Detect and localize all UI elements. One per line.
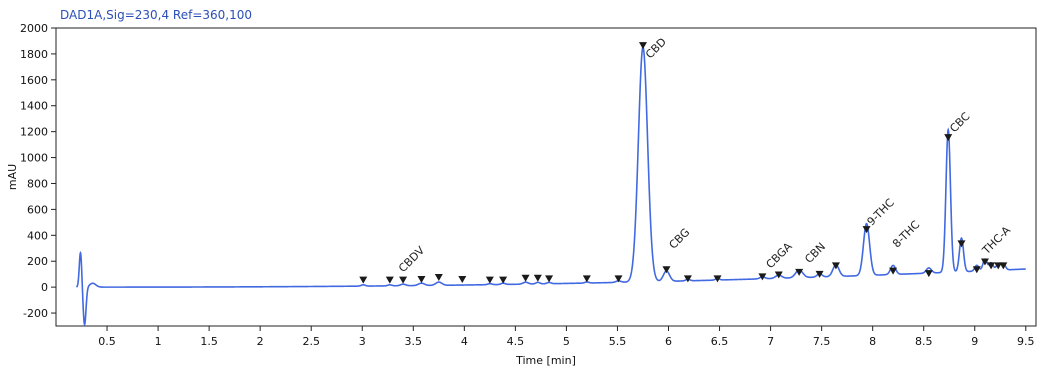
peak-marker — [638, 42, 647, 50]
x-tick-label: 9 — [971, 335, 978, 348]
x-axis-label: Time [min] — [515, 354, 576, 367]
peak-marker — [957, 240, 966, 248]
peak-marker — [385, 276, 394, 284]
y-tick-label: 800 — [27, 177, 48, 190]
peak-marker — [614, 275, 623, 283]
peak-marker — [972, 266, 981, 274]
peak-marker — [713, 275, 722, 283]
x-tick-label: 8.5 — [915, 335, 933, 348]
peak-marker — [862, 226, 871, 234]
peak-marker — [683, 275, 692, 283]
x-tick-label: 6 — [665, 335, 672, 348]
x-tick-label: 1 — [155, 335, 162, 348]
y-tick-label: 600 — [27, 203, 48, 216]
peak-marker — [417, 276, 426, 284]
peak-label: CBC — [947, 110, 972, 135]
y-tick-label: 1600 — [20, 74, 48, 87]
x-tick-label: 1.5 — [200, 335, 218, 348]
peak-label: CBD — [643, 35, 669, 61]
x-tick-label: 9.5 — [1017, 335, 1035, 348]
peak-marker — [980, 258, 989, 266]
x-tick-label: 3 — [359, 335, 366, 348]
y-tick-label: 1400 — [20, 100, 48, 113]
peak-label: CBDV — [396, 244, 427, 275]
y-tick-label: 200 — [27, 255, 48, 268]
x-tick-label: 7 — [767, 335, 774, 348]
x-tick-label: 7.5 — [813, 335, 831, 348]
peak-marker — [359, 276, 368, 284]
y-tick-label: 400 — [27, 229, 48, 242]
peak-marker — [662, 266, 671, 274]
peak-label: 8-THC — [890, 218, 922, 250]
peak-label: CBG — [667, 226, 693, 252]
y-tick-label: 2000 — [20, 22, 48, 35]
peak-marker — [994, 262, 1003, 270]
peak-marker — [924, 270, 933, 278]
y-tick-label: 1800 — [20, 48, 48, 61]
signal-trace — [76, 46, 1026, 327]
peak-marker — [499, 276, 508, 284]
x-tick-label: 3.5 — [405, 335, 423, 348]
x-tick-label: 4.5 — [507, 335, 525, 348]
peak-marker — [831, 262, 840, 270]
y-tick-label: 0 — [41, 281, 48, 294]
peak-marker — [815, 270, 824, 278]
peak-label: 9-THC — [865, 196, 897, 228]
x-tick-label: 2 — [257, 335, 264, 348]
peak-marker — [434, 274, 443, 282]
peak-label: CBGA — [764, 240, 796, 272]
peak-label: CBN — [802, 240, 828, 266]
signal-title: DAD1A,Sig=230,4 Ref=360,100 — [60, 8, 253, 22]
peak-marker — [485, 276, 494, 284]
x-tick-label: 5 — [563, 335, 570, 348]
x-tick-label: 8 — [869, 335, 876, 348]
y-tick-label: -200 — [23, 307, 48, 320]
x-tick-label: 0.5 — [98, 335, 116, 348]
peak-marker — [458, 276, 467, 284]
x-tick-label: 2.5 — [302, 335, 320, 348]
peak-marker — [999, 262, 1008, 270]
plot-frame — [55, 27, 1037, 327]
peak-marker — [889, 267, 898, 275]
x-tick-label: 5.5 — [609, 335, 627, 348]
peak-marker — [795, 268, 804, 276]
peak-label: THC-A — [979, 223, 1013, 257]
x-tick-label: 6.5 — [711, 335, 729, 348]
peak-marker — [774, 271, 783, 279]
x-tick-label: 4 — [461, 335, 468, 348]
peak-marker — [758, 273, 767, 281]
peak-marker — [582, 275, 591, 283]
y-axis-label: mAU — [6, 164, 19, 190]
peak-marker — [944, 134, 953, 142]
peak-marker — [545, 275, 554, 283]
y-tick-label: 1200 — [20, 126, 48, 139]
peak-marker — [521, 274, 530, 282]
peak-marker — [987, 262, 996, 270]
peak-marker — [399, 276, 408, 284]
peak-marker — [533, 274, 542, 282]
y-tick-label: 1000 — [20, 152, 48, 165]
